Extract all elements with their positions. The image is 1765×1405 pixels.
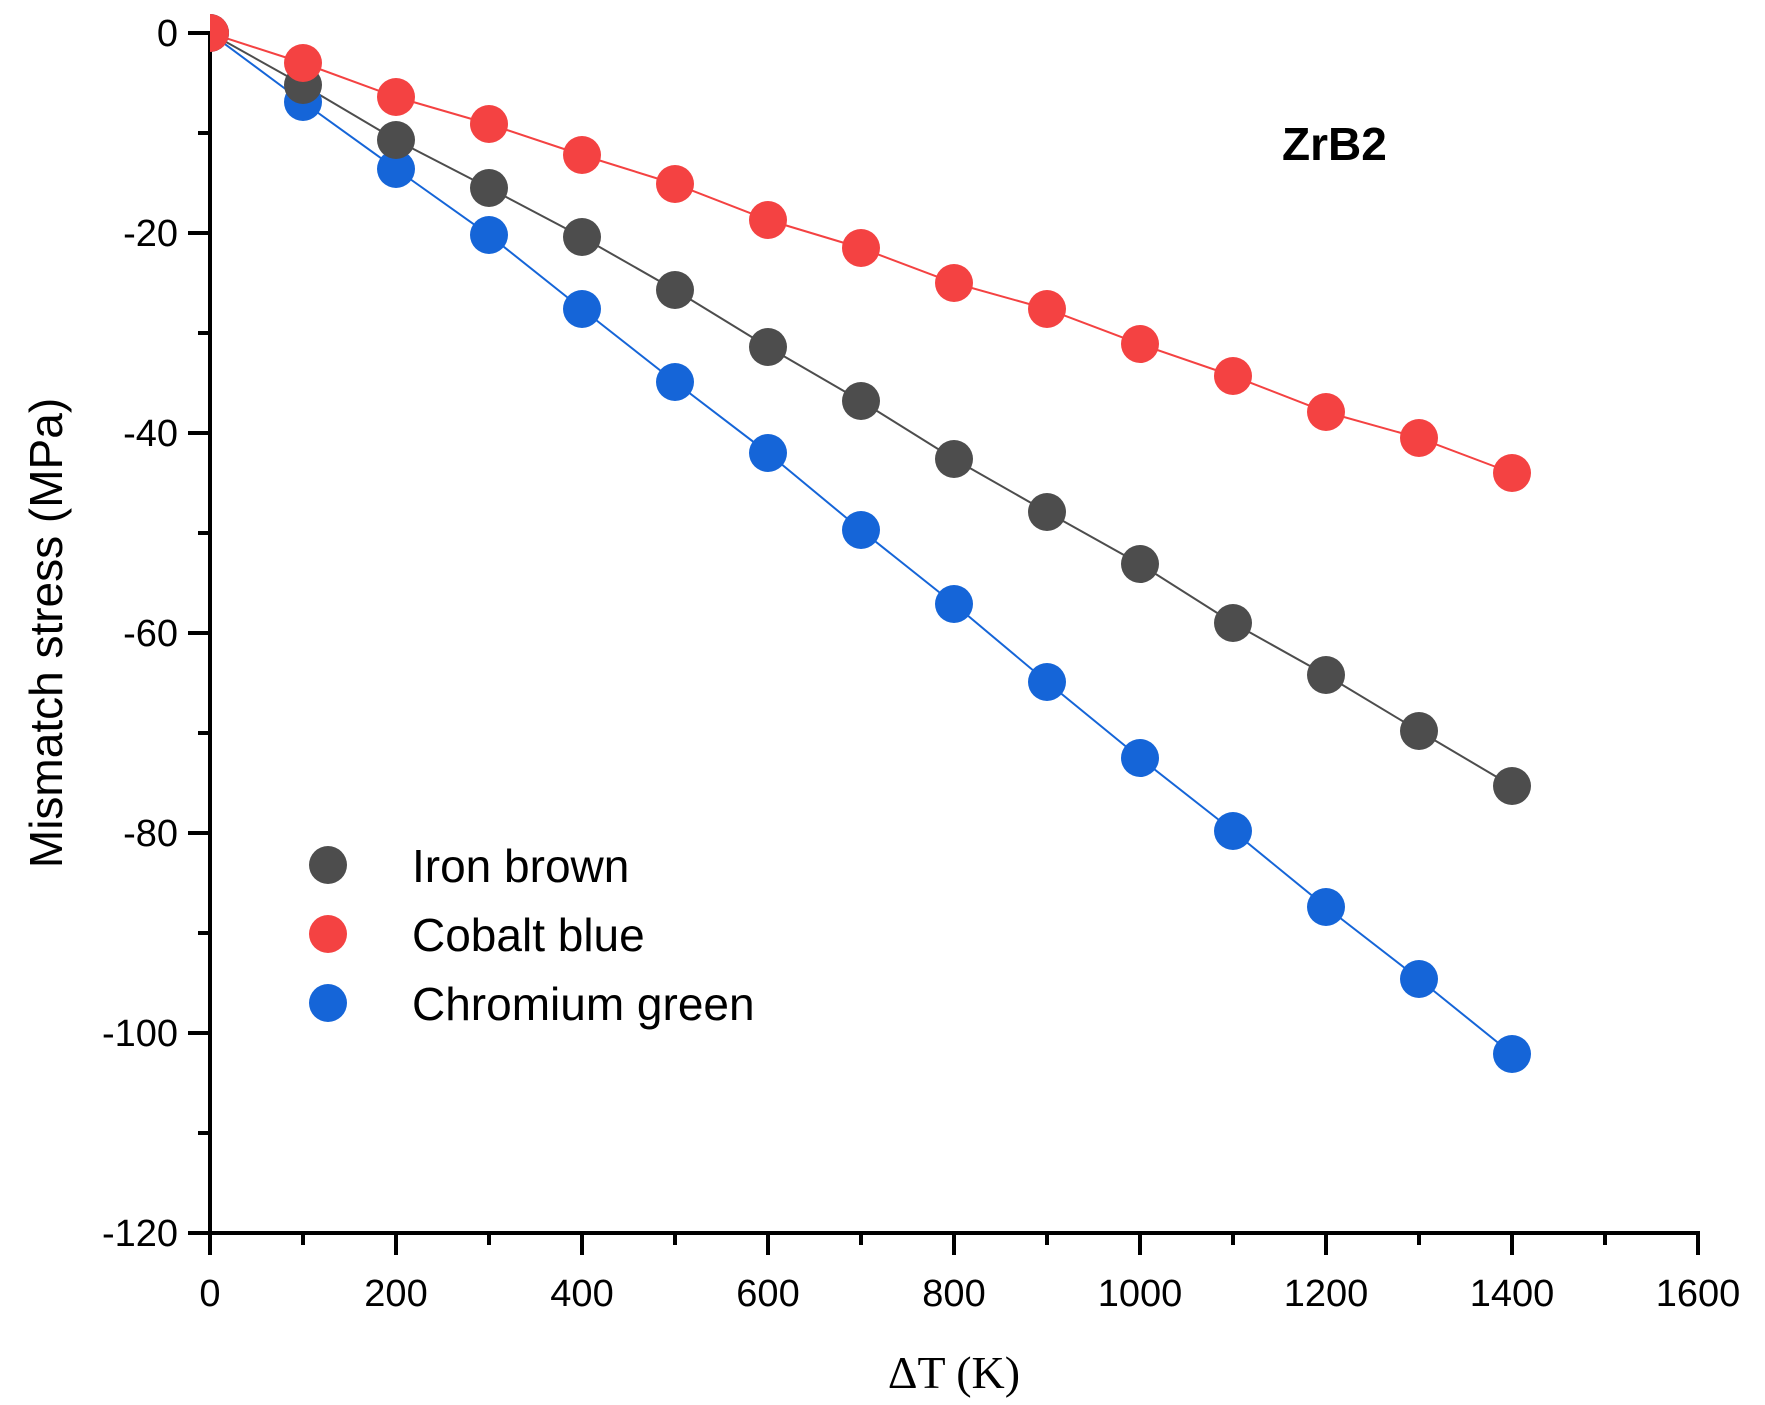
data-point-chromium-green (1493, 1035, 1531, 1073)
x-axis-title: ΔT (K) (888, 1347, 1020, 1398)
legend-item-iron-brown: Iron brown (309, 840, 629, 892)
data-point-cobalt-blue (377, 78, 415, 116)
legend-label: Cobalt blue (412, 909, 645, 961)
data-point-iron-brown (470, 169, 508, 207)
data-point-chromium-green (749, 434, 787, 472)
x-tick-label: 200 (364, 1273, 427, 1315)
data-point-iron-brown (1400, 712, 1438, 750)
x-tick-label: 400 (550, 1273, 613, 1315)
y-axis-title: Mismatch stress (MPa) (20, 398, 72, 868)
legend-item-chromium-green: Chromium green (309, 978, 755, 1030)
data-point-iron-brown (1214, 604, 1252, 642)
data-point-cobalt-blue (470, 105, 508, 143)
x-tick-label: 800 (922, 1273, 985, 1315)
data-point-cobalt-blue (842, 229, 880, 267)
points-cobalt-blue (210, 14, 1531, 492)
data-point-chromium-green (377, 150, 415, 188)
data-point-cobalt-blue (935, 264, 973, 302)
data-point-chromium-green (1307, 888, 1345, 926)
legend-label: Iron brown (412, 840, 629, 892)
legend-label: Chromium green (412, 978, 755, 1030)
data-point-chromium-green (1121, 739, 1159, 777)
y-tick-label: -80 (123, 813, 178, 855)
x-tick-label: 1600 (1656, 1273, 1741, 1315)
y-tick-label: -40 (123, 413, 178, 455)
x-tick-label: 600 (736, 1273, 799, 1315)
x-tick-label: 0 (199, 1273, 220, 1315)
data-point-iron-brown (1028, 493, 1066, 531)
data-point-iron-brown (377, 121, 415, 159)
data-point-cobalt-blue (1028, 290, 1066, 328)
chart-annotation: ZrB2 (1282, 118, 1387, 170)
legend-item-cobalt-blue: Cobalt blue (309, 909, 645, 961)
data-point-chromium-green (656, 363, 694, 401)
x-tick-label: 1400 (1470, 1273, 1555, 1315)
y-tick-label: -100 (102, 1013, 178, 1055)
data-point-iron-brown (563, 218, 601, 256)
data-point-cobalt-blue (749, 201, 787, 239)
x-tick-label: 1200 (1284, 1273, 1369, 1315)
data-point-cobalt-blue (1121, 325, 1159, 363)
y-tick-label: -120 (102, 1213, 178, 1255)
data-point-iron-brown (1493, 767, 1531, 805)
data-point-chromium-green (1028, 663, 1066, 701)
data-point-cobalt-blue (210, 14, 229, 52)
data-point-iron-brown (935, 440, 973, 478)
y-tick-label: -60 (123, 613, 178, 655)
data-point-iron-brown (842, 382, 880, 420)
data-point-cobalt-blue (563, 136, 601, 174)
data-point-cobalt-blue (1493, 454, 1531, 492)
data-point-chromium-green (563, 290, 601, 328)
data-point-cobalt-blue (1400, 419, 1438, 457)
data-point-cobalt-blue (1214, 357, 1252, 395)
legend-marker-chromium-green (309, 984, 347, 1022)
legend-marker-iron-brown (309, 846, 347, 884)
data-point-chromium-green (1400, 960, 1438, 998)
y-tick-label: 0 (157, 13, 178, 55)
data-point-iron-brown (1307, 656, 1345, 694)
series-layer (210, 14, 1531, 1073)
data-point-chromium-green (935, 585, 973, 623)
axes: 0 200 400 600 800 1000 1200 1400 1600 0 -20 -40 -60 -… (102, 13, 1740, 1315)
data-point-iron-brown (1121, 545, 1159, 583)
points-chromium-green (210, 14, 1531, 1073)
data-point-cobalt-blue (656, 165, 694, 203)
data-point-chromium-green (470, 216, 508, 254)
data-point-cobalt-blue (284, 44, 322, 82)
x-tick-label: 1000 (1098, 1273, 1183, 1315)
data-point-iron-brown (656, 271, 694, 309)
data-point-iron-brown (749, 328, 787, 366)
legend: Iron brown Cobalt blue Chromium green (309, 840, 755, 1030)
data-point-chromium-green (1214, 812, 1252, 850)
data-point-cobalt-blue (1307, 393, 1345, 431)
data-point-chromium-green (842, 511, 880, 549)
y-tick-label: -20 (123, 213, 178, 255)
legend-marker-cobalt-blue (309, 915, 347, 953)
